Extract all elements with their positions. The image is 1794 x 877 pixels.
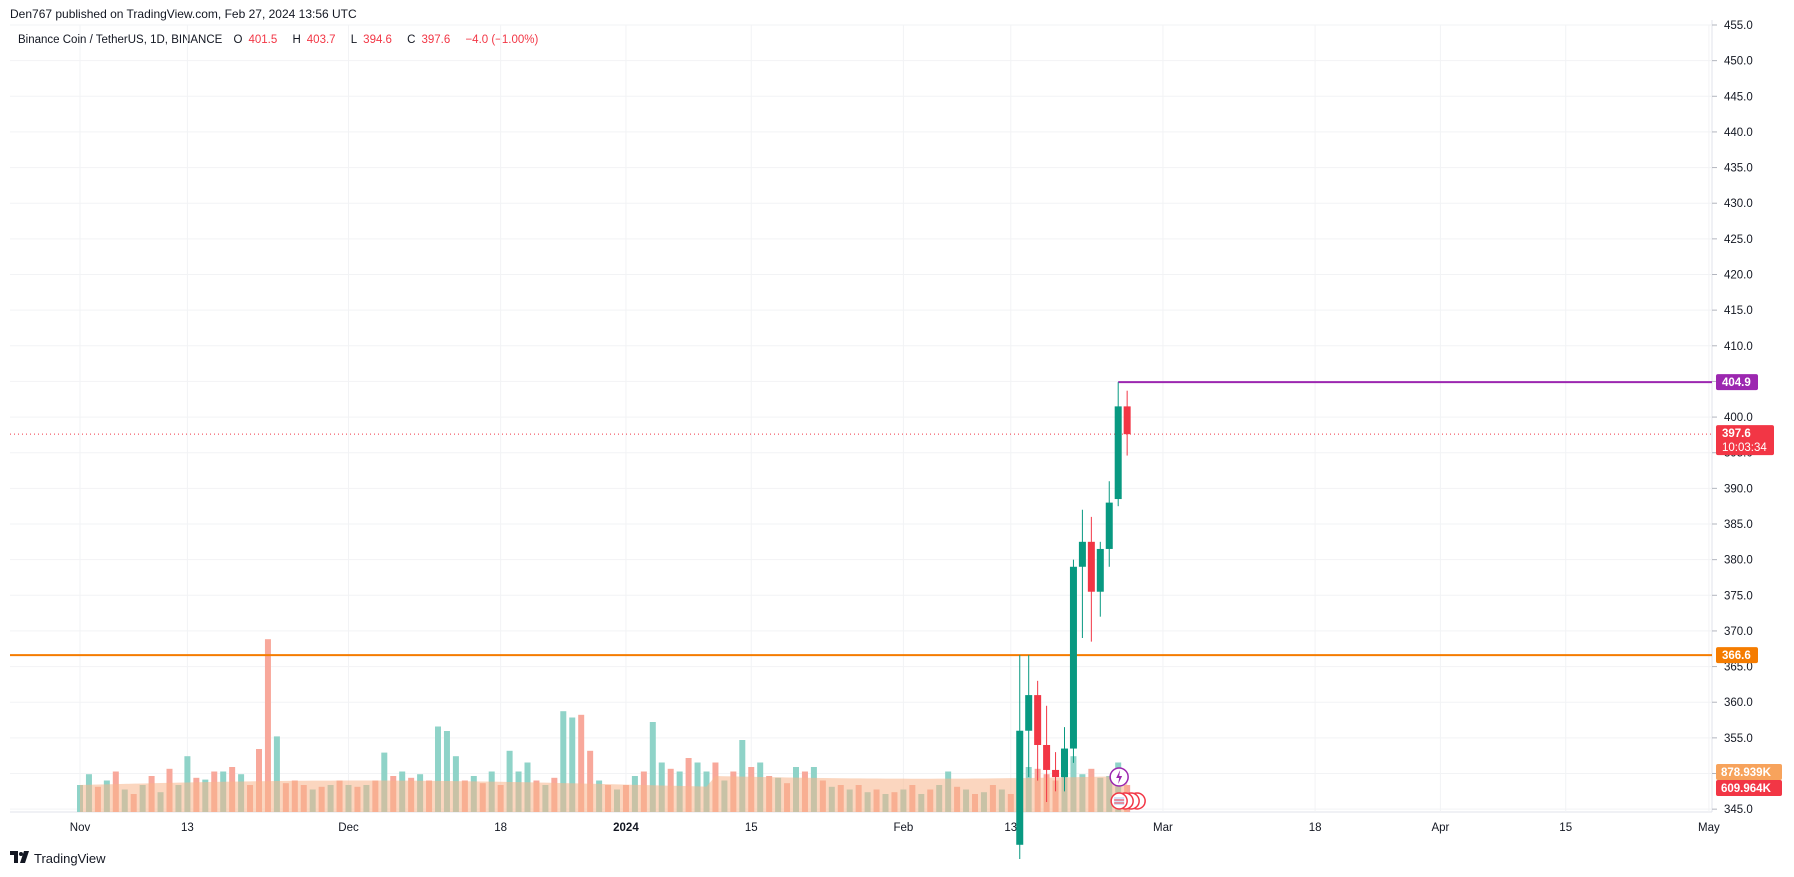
volume-bar [649,722,656,812]
y-tick-label: 355.0 [1724,733,1753,745]
x-tick-label: Dec [338,822,359,834]
y-tick-label: 415.0 [1724,305,1753,317]
brand-name: TradingView [34,851,106,866]
candle-body [1043,744,1051,770]
x-tick-label: 18 [1309,822,1322,834]
y-tick-label: 370.0 [1724,626,1753,638]
volume-bar [685,758,692,812]
low-label: L [350,34,358,46]
level-price-label: 366.6 [1722,650,1751,662]
high-value: 403.7 [306,34,336,46]
candle-body [1114,406,1122,500]
y-tick-label: 365.0 [1724,662,1753,674]
volume-bar [506,750,513,812]
tradingview-logo-icon [10,851,30,866]
candle-body [1061,748,1068,778]
volume-bar [569,717,576,812]
level-price-label: 404.9 [1722,377,1751,389]
y-tick-label: 435.0 [1724,163,1753,175]
low-value: 394.6 [363,34,392,46]
volume-bar [256,749,262,812]
y-tick-label: 345.0 [1724,804,1753,816]
y-tick-label: 400.0 [1724,412,1753,424]
volume-value-label: 609.964K [1721,783,1772,795]
volume-ma-area [80,775,1128,812]
y-tick-label: 385.0 [1724,519,1753,531]
symbol-title: Binance Coin / TetherUS, 1D, BINANCE [18,34,223,46]
x-tick-label: Mar [1153,822,1173,834]
y-tick-label: 420.0 [1724,270,1753,282]
y-tick-label: 445.0 [1724,91,1753,103]
candle-body [1105,502,1113,549]
y-tick-label: 440.0 [1724,127,1753,139]
x-tick-label: 18 [494,822,507,834]
footer-brand: TradingView [10,851,106,866]
candle-body [1123,406,1131,435]
candle-body [1034,695,1042,745]
us-flag-icon [1114,797,1125,805]
y-tick-label: 410.0 [1724,341,1753,353]
change-value: −4.0 (−1.00%) [465,34,539,46]
x-tick-label: Nov [70,822,91,834]
x-tick-label: 13 [1004,822,1017,834]
close-label: C [407,34,416,46]
close-value: 397.6 [421,34,451,46]
x-tick-label: Apr [1431,822,1449,834]
last-price-label: 397.6 [1722,428,1751,440]
lightning-icon [1116,770,1123,784]
x-tick-label: May [1698,822,1720,834]
volume-value-tag [1716,764,1782,780]
x-tick-label: 2024 [613,822,639,834]
candle-body [1025,695,1033,731]
volume-bar [443,731,450,812]
candle-body [1087,541,1095,592]
open-value: 401.5 [248,34,278,46]
volume-value-tag [1716,780,1782,796]
volume-bar [739,740,746,812]
candle-body [1078,541,1086,567]
y-tick-label: 450.0 [1724,56,1753,68]
open-label: O [233,34,243,46]
volume-bar [264,639,271,812]
level-price-tag [1716,374,1758,391]
y-tick-label: 380.0 [1724,555,1753,567]
volume-bar [587,750,594,812]
candle-body [1069,566,1077,749]
publish-info: Den767 published on TradingView.com, Feb… [10,7,357,21]
candle-body [1052,769,1060,778]
y-tick-label: 455.0 [1724,20,1753,32]
y-tick-label: 430.0 [1724,198,1753,210]
high-label: H [292,34,301,46]
x-tick-label: Feb [893,822,913,834]
x-tick-label: 15 [1559,822,1572,834]
y-tick-label: 360.0 [1724,697,1753,709]
volume-bar [560,711,567,812]
x-tick-label: 13 [181,822,194,834]
volume-bar [273,736,280,812]
countdown-label: 10:03:34 [1722,442,1767,454]
volume-value-label: 878.939K [1721,767,1772,779]
volume-bar [435,726,441,812]
candle-body [1016,730,1024,845]
y-tick-label: 375.0 [1724,590,1753,602]
x-tick-label: 15 [745,822,758,834]
volume-bar [578,714,585,812]
candle-body [1096,548,1104,592]
y-tick-label: 390.0 [1724,483,1753,495]
last-price-tag [1716,425,1774,456]
level-price-tag [1716,647,1758,664]
symbol-legend: Binance Coin / TetherUS, 1D, BINANCE O 40… [18,34,544,46]
ohlc-values: O 401.5 H 403.7 L 394.6 C 397.6 −4.0 (−1.00%… [234,34,545,46]
y-tick-label: 425.0 [1724,234,1753,246]
